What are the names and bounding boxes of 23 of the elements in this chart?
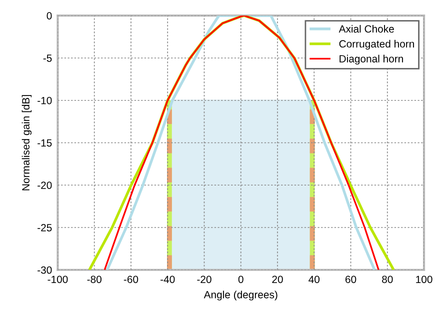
y-tick-label: -30 [38,266,52,274]
legend-label: Diagonal horn [340,54,403,65]
x-tick-label: 40 [308,276,320,284]
x-tick-label: 80 [382,276,393,284]
x-tick-label: -40 [160,276,175,284]
x-tick-label: 60 [345,276,356,284]
x-tick-label: 20 [272,276,283,284]
y-tick-label: -25 [38,224,52,232]
x-tick-label: -80 [87,276,102,284]
x-tick-label: -60 [124,276,138,284]
x-tick-label: 100 [416,276,432,284]
legend-label: Corrugated horn [339,40,414,50]
y-tick-label: -20 [38,182,52,189]
legend-label: Axial Choke [338,24,394,33]
y-tick-label: -15 [38,139,52,147]
y-tick-label: -10 [38,96,52,104]
x-tick-label: -100 [48,276,68,284]
x-tick-label: -20 [197,276,212,284]
y-tick-label: -5 [43,54,52,62]
y-tick-label: 0 [46,12,52,20]
y-axis-title: Normalised gain [dB] [22,95,32,190]
x-axis-title: Angle (degrees) [204,290,278,300]
x-tick-label: 0 [238,276,244,284]
